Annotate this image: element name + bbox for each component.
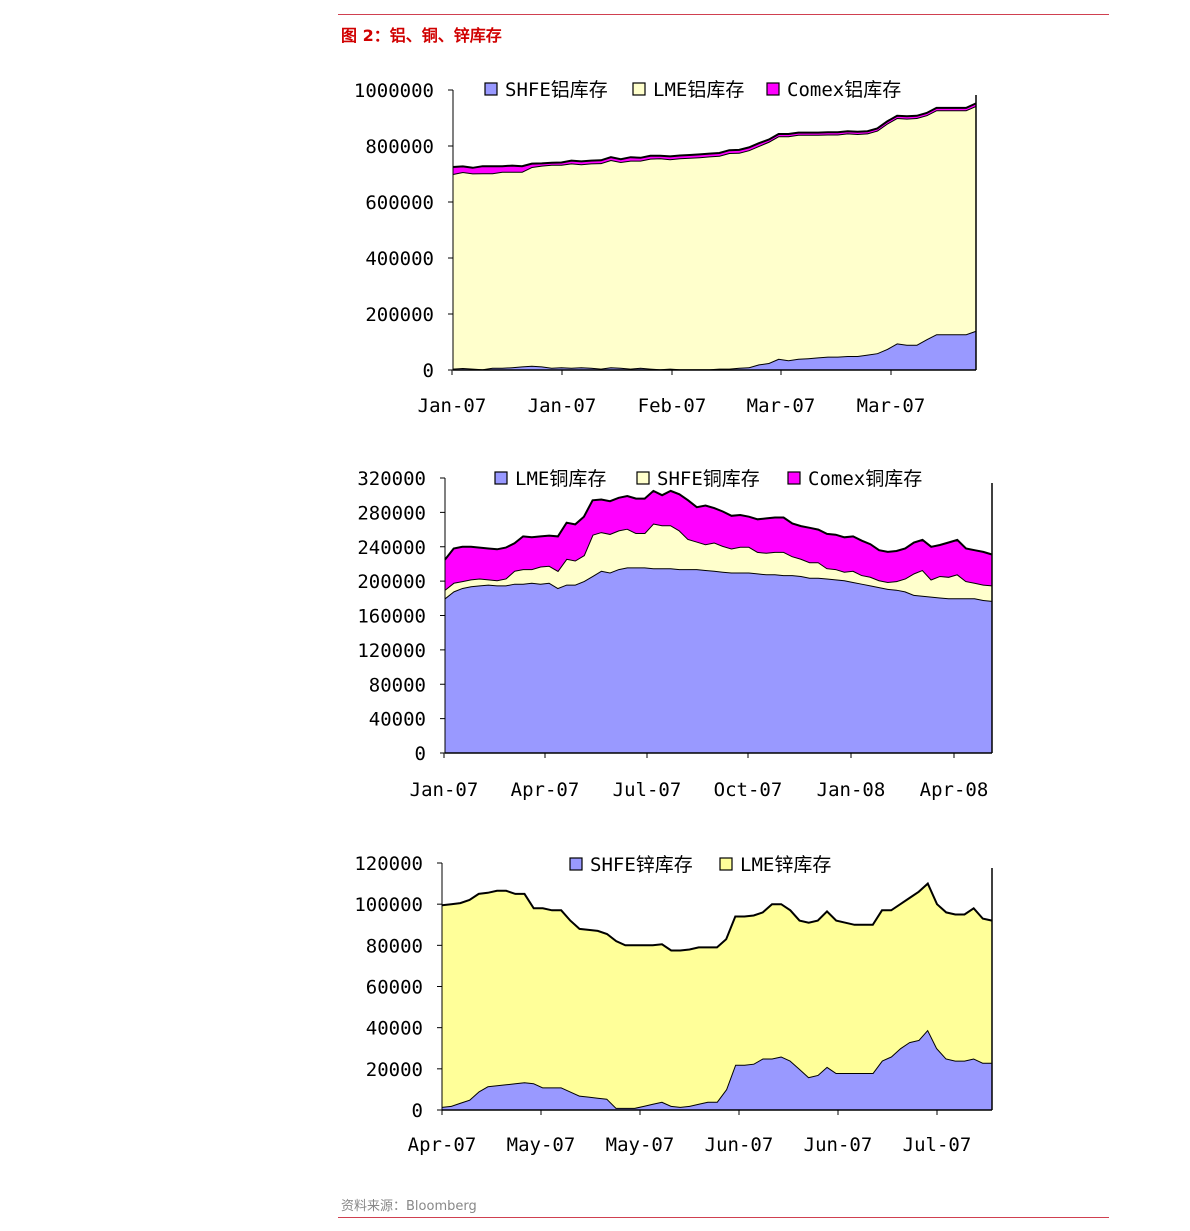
y-tick-label: 280000: [357, 502, 426, 524]
series-area-1: [453, 106, 976, 370]
x-tick-label: Jan-08: [817, 779, 886, 801]
x-tick-label: Apr-07: [408, 1134, 477, 1156]
y-tick-label: 120000: [354, 853, 423, 875]
series-area-0: [442, 1029, 992, 1110]
aluminum-inventory-chart: 1000000 800000 600000 400000 200000 0 Jan-07 Ja…: [354, 79, 977, 417]
x-tick-label: Apr-08: [920, 779, 989, 801]
legend-label-0: LME铜库存: [515, 468, 606, 490]
zinc-inventory-chart: 120000 100000 80000 60000 40000 20000 0 Apr-07 M…: [354, 853, 993, 1156]
y-tick-label: 80000: [369, 674, 426, 696]
legend-label-2: Comex铝库存: [787, 79, 901, 101]
legend-label-1: LME锌库存: [740, 854, 831, 876]
legend-swatch-2: [787, 471, 801, 485]
x-tick-label: Mar-07: [747, 395, 816, 417]
x-tick-label: Jun-07: [804, 1134, 873, 1156]
y-tick-label: 60000: [366, 977, 423, 999]
y-tick-label: 240000: [357, 537, 426, 559]
series-area-1: [445, 523, 992, 601]
source-note: 资料来源：Bloomberg: [341, 1199, 477, 1214]
copper-inventory-chart: 320000 280000 240000 200000 160000 120000 8000…: [357, 468, 993, 801]
x-tick-label: Feb-07: [638, 395, 707, 417]
y-tick-label: 0: [415, 743, 426, 765]
legend-swatch-2: [766, 82, 780, 96]
x-tick-label: May-07: [507, 1134, 576, 1156]
x-tick-label: Apr-07: [511, 779, 580, 801]
series-area-2: [445, 490, 992, 590]
series-line-2: [452, 102, 977, 169]
y-tick-label: 120000: [357, 640, 426, 662]
legend-swatch-1: [632, 82, 646, 96]
y-tick-label: 20000: [366, 1059, 423, 1081]
x-tick-label: Oct-07: [714, 779, 783, 801]
y-tick-label: 0: [423, 360, 434, 382]
figure-title: 图 2：铝、铜、锌库存: [341, 26, 502, 45]
y-tick-label: 320000: [357, 468, 426, 490]
series-line-2: [444, 489, 993, 561]
y-tick-label: 1000000: [354, 80, 434, 102]
y-tick-label: 0: [412, 1100, 423, 1122]
x-tick-label: Jan-07: [418, 395, 487, 417]
y-tick-label: 160000: [357, 606, 426, 628]
bottom-rule: [338, 1217, 1109, 1218]
y-tick-label: 800000: [365, 136, 434, 158]
legend-swatch-1: [719, 857, 733, 871]
legend-label-1: SHFE铜库存: [657, 468, 760, 490]
legend-swatch-0: [494, 471, 508, 485]
legend-label-0: SHFE锌库存: [590, 854, 693, 876]
legend-label-0: SHFE铝库存: [505, 79, 608, 101]
x-tick-label: Jan-07: [528, 395, 597, 417]
legend-swatch-0: [569, 857, 583, 871]
x-tick-label: Jun-07: [705, 1134, 774, 1156]
legend-swatch-1: [636, 471, 650, 485]
x-tick-label: Mar-07: [857, 395, 926, 417]
y-tick-label: 400000: [365, 248, 434, 270]
y-tick-label: 80000: [366, 935, 423, 957]
y-tick-label: 600000: [365, 192, 434, 214]
legend-label-2: Comex铜库存: [808, 468, 922, 490]
x-tick-label: Jul-07: [903, 1134, 972, 1156]
legend-label-1: LME铝库存: [653, 79, 744, 101]
x-tick-label: Jan-07: [410, 779, 479, 801]
y-tick-label: 40000: [366, 1018, 423, 1040]
y-tick-label: 40000: [369, 709, 426, 731]
y-tick-label: 100000: [354, 894, 423, 916]
x-tick-label: Jul-07: [613, 779, 682, 801]
y-tick-label: 200000: [365, 304, 434, 326]
legend-swatch-0: [484, 82, 498, 96]
series-area-0: [453, 330, 976, 370]
top-rule: [338, 14, 1109, 15]
series-area-0: [445, 567, 992, 753]
series-line-1: [441, 881, 993, 952]
x-tick-label: May-07: [606, 1134, 675, 1156]
series-area-1: [442, 883, 992, 1108]
y-tick-label: 200000: [357, 571, 426, 593]
